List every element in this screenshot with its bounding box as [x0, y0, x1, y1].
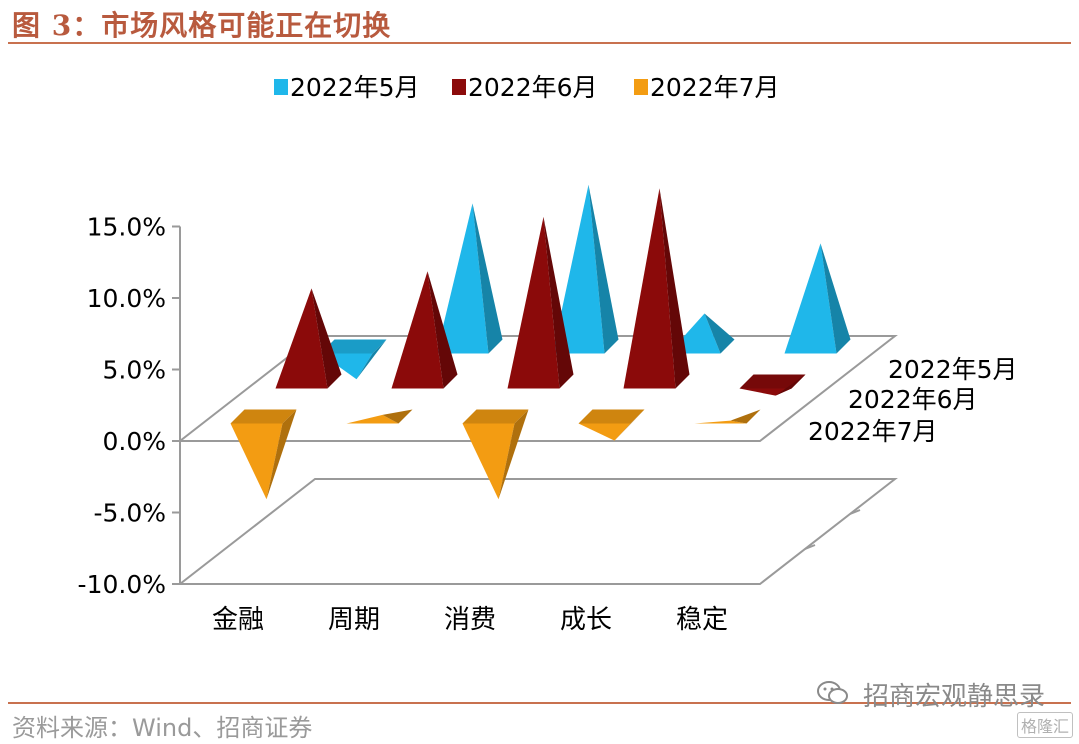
pyramid-bar: [462, 409, 529, 500]
pyramid-side-face: [266, 409, 297, 500]
pyramid-front-face: [391, 271, 444, 389]
pyramid-base-face: [230, 409, 297, 424]
pyramid-base-face: [462, 409, 529, 424]
legend-label: 2022年6月: [468, 73, 598, 102]
y-tick-label: 15.0%: [87, 213, 166, 242]
pyramid-front-face: [578, 423, 631, 441]
pyramid-base-face: [739, 374, 806, 389]
pyramid-front-face: [275, 288, 328, 389]
pyramid-front-face: [739, 388, 792, 396]
pyramid-front-face: [462, 423, 515, 500]
x-tick-label: 稳定: [676, 605, 728, 635]
depth-tick: [849, 509, 861, 515]
pyramid-bar: [391, 271, 458, 389]
legend-swatch: [274, 79, 288, 95]
x-tick-label: 周期: [328, 605, 380, 635]
zero-plane: [177, 335, 898, 442]
chart-labels: 15.0% 10.0% 5.0% 0.0% -5.0% -10.0% 金融 周期 消费 成长 稳定 2…: [78, 213, 1018, 636]
gelonghui-logo: 格隆汇: [1016, 712, 1073, 738]
legend-label: 2022年7月: [650, 73, 780, 102]
floor-plane: [177, 478, 898, 585]
pyramid-bar: [623, 188, 690, 389]
pyramid-side-face: [730, 409, 761, 424]
depth-label: 2022年7月: [808, 417, 938, 446]
chart-title: 图 3：市场风格可能正在切换: [12, 9, 392, 42]
pyramid-side-face: [472, 203, 503, 354]
watermark-text: 招商宏观静思录: [862, 682, 1045, 712]
pyramid-side-face: [311, 288, 342, 389]
pyramid-base-face: [578, 409, 645, 424]
pyramid-side-face: [614, 409, 645, 441]
pyramid-front-face: [346, 414, 399, 424]
legend-swatch: [452, 79, 466, 95]
pyramid-side-face: [775, 374, 806, 396]
pyramid-bar: [694, 409, 761, 424]
pyramid-front-face: [230, 423, 283, 500]
pyramid-side-face: [427, 271, 458, 389]
pyramid-front-face: [436, 203, 489, 354]
y-tick-label: 5.0%: [102, 356, 166, 385]
legend-item: 2022年6月: [452, 73, 598, 102]
x-tick-label: 消费: [444, 605, 496, 635]
source-note: 资料来源：Wind、招商证券: [12, 714, 313, 742]
pyramid-bar: [436, 203, 503, 354]
chart-axes: [172, 225, 898, 585]
pyramid-bar: [784, 243, 851, 354]
depth-tick: [804, 544, 816, 550]
depth-label: 2022年5月: [888, 355, 1018, 384]
pyramid-front-face: [552, 184, 605, 354]
pyramid-side-face: [543, 216, 574, 389]
y-tick-label: 10.0%: [87, 284, 166, 313]
pyramid-front-face: [784, 243, 837, 354]
depth-label: 2022年6月: [848, 385, 978, 414]
pyramid-front-face: [694, 420, 747, 424]
wechat-icon: [817, 681, 848, 704]
pyramid-side-face: [659, 188, 690, 389]
pyramid-bar: [552, 184, 619, 354]
footer-rule: [8, 702, 1071, 704]
y-tick-label: -10.0%: [78, 570, 166, 599]
pyramid-side-face: [498, 409, 529, 500]
pyramid-bar: [346, 409, 413, 424]
legend-item: 2022年5月: [274, 73, 420, 102]
pyramid-chart: 2022年5月 2022年6月 2022年7月 15.0%10.0%5.0%0.0%…: [78, 73, 1018, 636]
y-tick-label: -5.0%: [93, 499, 166, 528]
chart-marks: [230, 184, 851, 500]
pyramid-front-face: [623, 188, 676, 389]
title-rule: [8, 42, 1071, 44]
pyramid-bar: [230, 409, 297, 500]
pyramid-side-face: [704, 313, 735, 354]
pyramid-side-face: [356, 339, 387, 380]
legend-swatch: [634, 79, 648, 95]
legend-label: 2022年5月: [290, 73, 420, 102]
pyramid-bar: [739, 374, 806, 396]
y-tick-label: 0.0%: [102, 427, 166, 456]
pyramid-side-face: [588, 184, 619, 354]
pyramid-bar: [507, 216, 574, 389]
x-tick-label: 金融: [212, 605, 264, 635]
pyramid-bar: [578, 409, 645, 441]
pyramid-bar: [275, 288, 342, 389]
pyramid-front-face: [507, 216, 560, 389]
pyramid-side-face: [820, 243, 851, 354]
pyramid-base-face: [320, 339, 387, 354]
legend: 2022年5月 2022年6月 2022年7月: [274, 73, 780, 102]
legend-item: 2022年7月: [634, 73, 780, 102]
pyramid-side-face: [382, 409, 413, 424]
x-tick-label: 成长: [560, 605, 612, 635]
